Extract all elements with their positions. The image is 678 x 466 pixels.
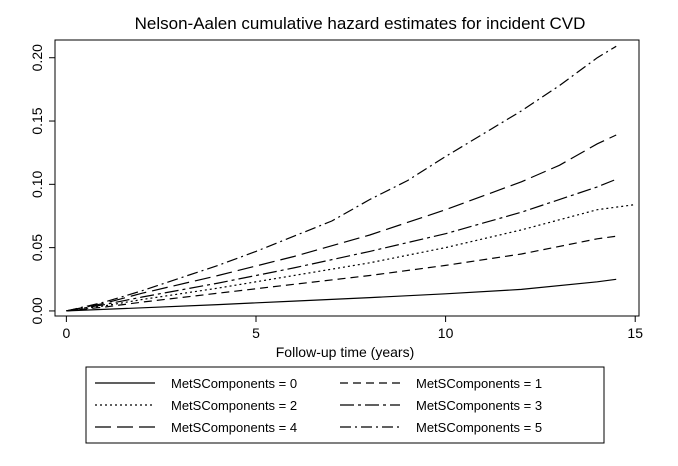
x-axis: 0 5 10 15 [62, 316, 643, 341]
legend: MetSComponents = 0 MetSComponents = 1 MetS… [95, 376, 542, 435]
x-tick-label: 0 [62, 325, 70, 341]
series-line-1 [66, 235, 617, 312]
series-line-3 [66, 178, 617, 312]
series-line-0 [66, 278, 617, 312]
y-tick-label: 0.00 [29, 297, 45, 324]
legend-label-3: MetSComponents = 3 [416, 398, 542, 413]
y-tick-label: 0.20 [29, 44, 45, 71]
x-tick-label: 5 [252, 325, 260, 341]
x-tick-label: 10 [438, 325, 454, 341]
y-axis: 0.00 0.05 0.10 0.15 0.20 [29, 44, 55, 325]
series-lines [66, 45, 636, 312]
legend-label-2: MetSComponents = 2 [171, 398, 297, 413]
y-tick-label: 0.15 [29, 107, 45, 134]
plot-frame [54, 39, 640, 317]
series-line-4 [66, 134, 617, 312]
legend-box [85, 366, 605, 444]
legend-label-1: MetSComponents = 1 [416, 376, 542, 391]
chart-title: Nelson-Aalen cumulative hazard estimates… [135, 14, 586, 33]
series-line-5 [66, 45, 617, 312]
x-tick-label: 15 [627, 325, 643, 341]
legend-label-0: MetSComponents = 0 [171, 376, 297, 391]
y-tick-label: 0.05 [29, 234, 45, 261]
legend-label-4: MetSComponents = 4 [171, 420, 297, 435]
x-axis-label: Follow-up time (years) [276, 344, 414, 360]
y-tick-label: 0.10 [29, 170, 45, 197]
legend-label-5: MetSComponents = 5 [416, 420, 542, 435]
series-line-2 [66, 204, 636, 312]
